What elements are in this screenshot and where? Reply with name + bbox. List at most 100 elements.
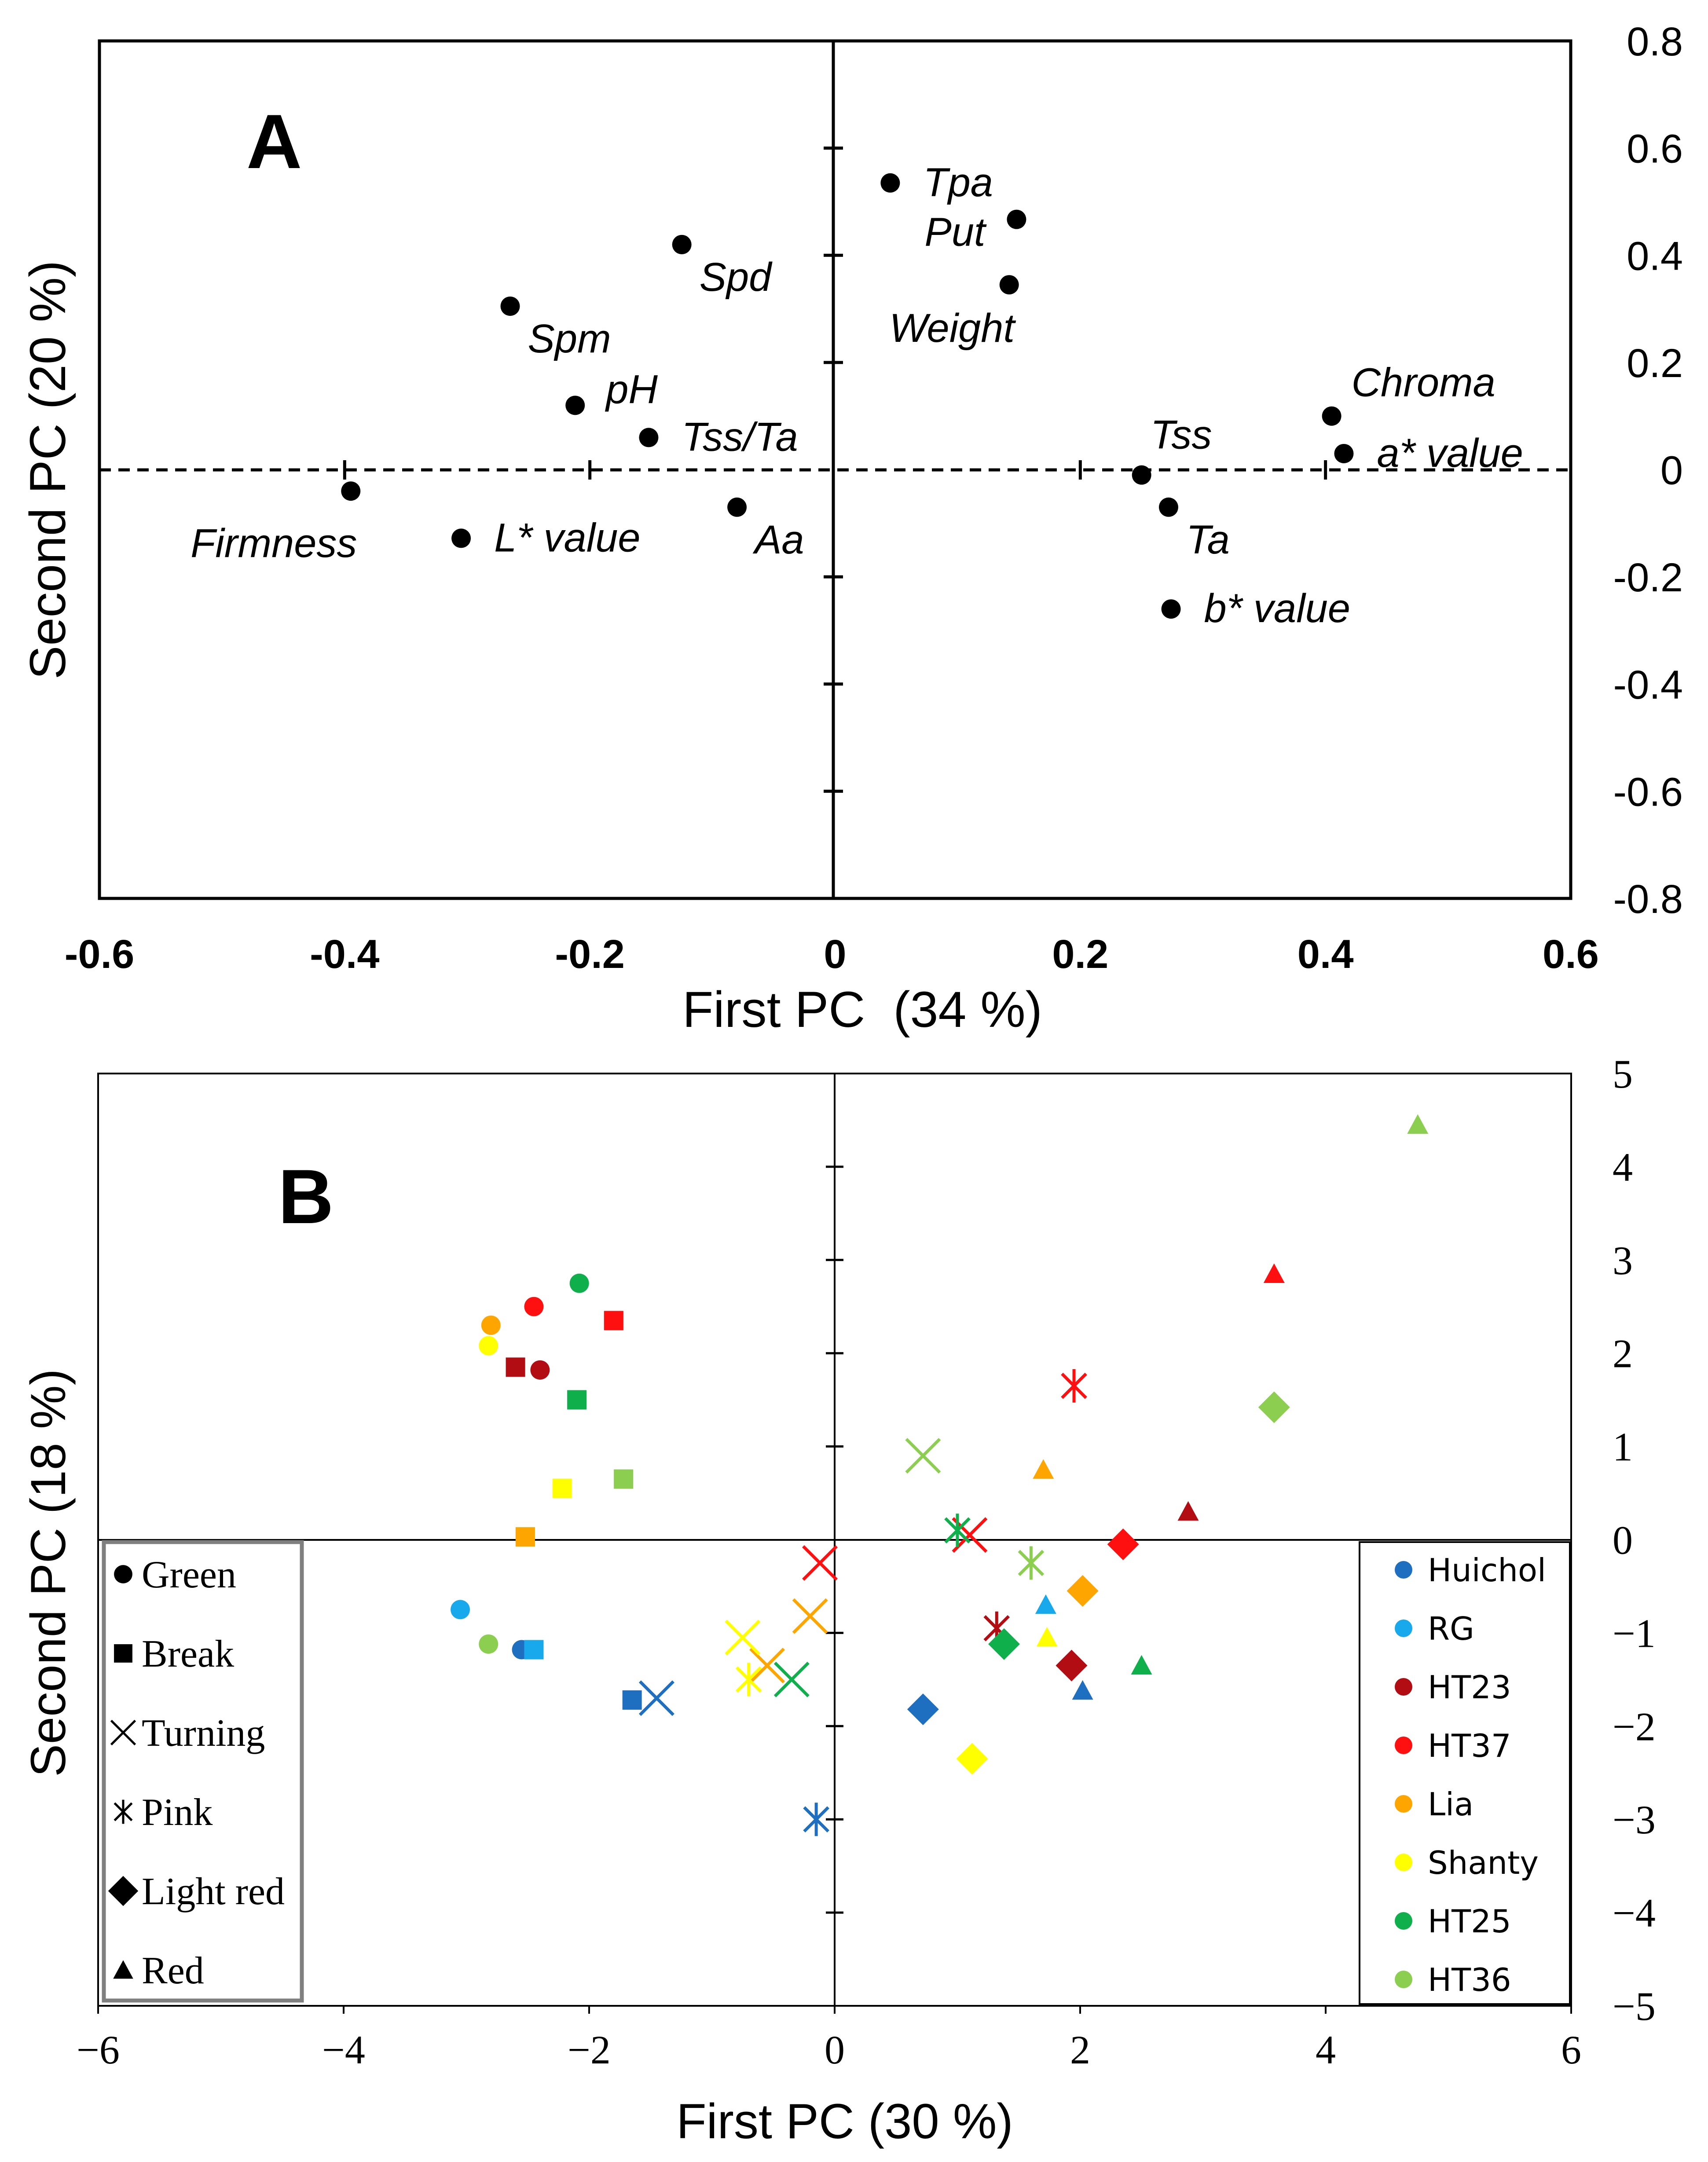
- panel-b-y-tick-label: 1: [1613, 1425, 1633, 1469]
- panel-b-x-tick-labels: −6 −4 −2 0 2 4 6: [77, 2027, 1581, 2072]
- color-legend-swatch: [1395, 1854, 1412, 1871]
- point-ht25-break: [567, 1390, 587, 1410]
- point-rg-break: [524, 1640, 544, 1660]
- panel-a-point-l-value: [451, 528, 471, 548]
- panel-a-point-weight: [999, 275, 1019, 295]
- point-rg-green: [451, 1600, 470, 1620]
- point-ht37-break: [604, 1311, 623, 1330]
- point-ht36-break: [614, 1469, 634, 1489]
- color-legend-item-shanty: Shanty: [1395, 1844, 1539, 1881]
- panel-a-x-tick-label: 0: [824, 932, 846, 977]
- point-ht36-green: [479, 1634, 498, 1654]
- panel-a-label: A: [246, 99, 302, 185]
- point-ht36-light-red: [1258, 1391, 1290, 1423]
- color-legend-swatch: [1395, 1971, 1412, 1988]
- point-lia-break: [515, 1527, 535, 1547]
- point-shanty-red: [1036, 1627, 1058, 1647]
- panel-b-x-tick-label: 6: [1561, 2027, 1581, 2072]
- panel-b-x-tick-label: −4: [322, 2027, 365, 2072]
- panel-a-y-tick-marks: [824, 147, 843, 793]
- point-ht25-green: [569, 1273, 589, 1293]
- panel-a-point-tss-ta: [639, 428, 659, 447]
- panel-b-x-tick-label: −2: [568, 2027, 611, 2072]
- color-legend-swatch: [1395, 1561, 1412, 1579]
- point-shanty-light-red: [956, 1743, 988, 1775]
- point-ht23-light-red: [1056, 1649, 1088, 1682]
- point-lia-green: [481, 1316, 501, 1335]
- panel-a-point-spm: [500, 296, 520, 316]
- panel-b-y-tick-label: 4: [1613, 1145, 1633, 1190]
- panel-b-y-tick-label: −3: [1613, 1797, 1656, 1842]
- panel-a-x-tick-label: -0.6: [65, 932, 135, 977]
- series-ht23: [506, 1357, 1199, 1682]
- panel-a-x-tick-label: 0.4: [1297, 932, 1354, 977]
- color-legend-label: RG: [1428, 1610, 1474, 1647]
- panel-a-point-put: [1007, 209, 1026, 229]
- panel-a-y-axis-title: Second PC (20 %): [20, 260, 76, 679]
- point-ht37-light-red: [1107, 1528, 1139, 1561]
- panel-b-y-tick-label: −2: [1613, 1704, 1656, 1749]
- shape-legend-item-pink: Pink: [114, 1791, 213, 1834]
- color-legend-label: Shanty: [1428, 1844, 1539, 1881]
- panel-a-y-tick-label: -0.6: [1613, 770, 1683, 814]
- point-ht25-pink: [944, 1513, 971, 1547]
- panel-b-x-tick-label: 2: [1070, 2027, 1090, 2072]
- point-ht23-break: [506, 1357, 525, 1377]
- panel-a-y-tick-label: 0: [1660, 448, 1683, 493]
- point-ht25-turning: [773, 1661, 810, 1697]
- panel-a-y-tick-label: 0.2: [1627, 341, 1683, 386]
- panel-a-point-label: Tss/Ta: [682, 414, 798, 459]
- panel-a-x-tick-label: -0.2: [555, 932, 625, 977]
- panel-a-y-tick-labels: 0.8 0.6 0.4 0.2 0 -0.2 -0.4 -0.6 -0.8: [1613, 19, 1683, 922]
- point-huichol-turning: [638, 1680, 674, 1716]
- panel-a-point-aa: [727, 497, 747, 517]
- series-lia: [481, 1316, 1099, 1684]
- color-legend-item-lia: Lia: [1395, 1786, 1473, 1823]
- point-ht25-red: [1131, 1655, 1152, 1675]
- panel-a-point-label: Put: [924, 210, 987, 255]
- panel-a-point-ta: [1158, 497, 1178, 517]
- series-rg: [451, 1594, 1056, 1660]
- panel-a-point-label: L* value: [494, 515, 640, 560]
- shape-legend-marker-x: [110, 1719, 136, 1746]
- panel-b-y-tick-label: 2: [1613, 1331, 1633, 1376]
- point-huichol-light-red: [907, 1693, 939, 1726]
- point-ht23-green: [530, 1360, 550, 1380]
- shape-legend-marker-asterisk: [114, 1799, 133, 1824]
- panel-a-x-tick-marks: [343, 460, 1327, 480]
- point-ht37-pink: [1061, 1369, 1087, 1403]
- shape-legend-box: [102, 1540, 304, 2003]
- point-rg-red: [1035, 1594, 1056, 1614]
- shape-legend-label: Pink: [142, 1791, 213, 1834]
- panel-a-point-label: Firmness: [191, 521, 357, 566]
- panel-b-y-tick-label: 0: [1613, 1518, 1633, 1563]
- shape-legend-item-red: Red: [113, 1949, 204, 1992]
- panel-a-point-label: Tpa: [923, 160, 993, 205]
- shape-legend-label: Turning: [142, 1712, 265, 1755]
- point-ht37-red: [1263, 1263, 1285, 1283]
- panel-b-x-axis-title: First PC (30 %): [676, 2094, 1013, 2149]
- panel-a-point-label: pH: [605, 367, 658, 412]
- panel-a-point-a-value: [1334, 443, 1354, 463]
- series-ht37: [524, 1263, 1285, 1581]
- point-huichol-pink: [803, 1803, 829, 1836]
- point-ht37-turning: [802, 1545, 838, 1581]
- color-legend-label: Lia: [1428, 1786, 1473, 1823]
- panel-a-y-tick-label: -0.2: [1613, 555, 1683, 600]
- panel-b-y-tick-label: −1: [1613, 1611, 1656, 1656]
- point-ht36-red: [1407, 1114, 1429, 1134]
- shape-legend-label: Red: [142, 1949, 204, 1992]
- panel-a-x-tick-label: 0.6: [1543, 932, 1599, 977]
- color-legend: Huichol RG HT23 HT37 Lia Shanty HT25 HT36: [1359, 1541, 1571, 2005]
- color-legend-item-rg: RG: [1395, 1610, 1474, 1647]
- panel-a-point-spd: [672, 235, 692, 254]
- panel-b: 5 4 3 2 1 0 −1 −2 −3 −4 −5 −6 −4 −2 0 2 4 6 Green Break Tu…: [21, 1052, 1656, 2149]
- point-ht37-green: [524, 1297, 544, 1316]
- point-shanty-green: [479, 1336, 498, 1356]
- panel-a-x-axis-title: First PC (34 %): [682, 982, 1042, 1038]
- point-huichol-red: [1072, 1680, 1093, 1700]
- panel-a-y-tick-label: 0.8: [1627, 19, 1683, 64]
- point-ht23-red: [1177, 1501, 1199, 1521]
- shape-legend-items: Green Break Turning Pink Light red Red: [108, 1554, 285, 1992]
